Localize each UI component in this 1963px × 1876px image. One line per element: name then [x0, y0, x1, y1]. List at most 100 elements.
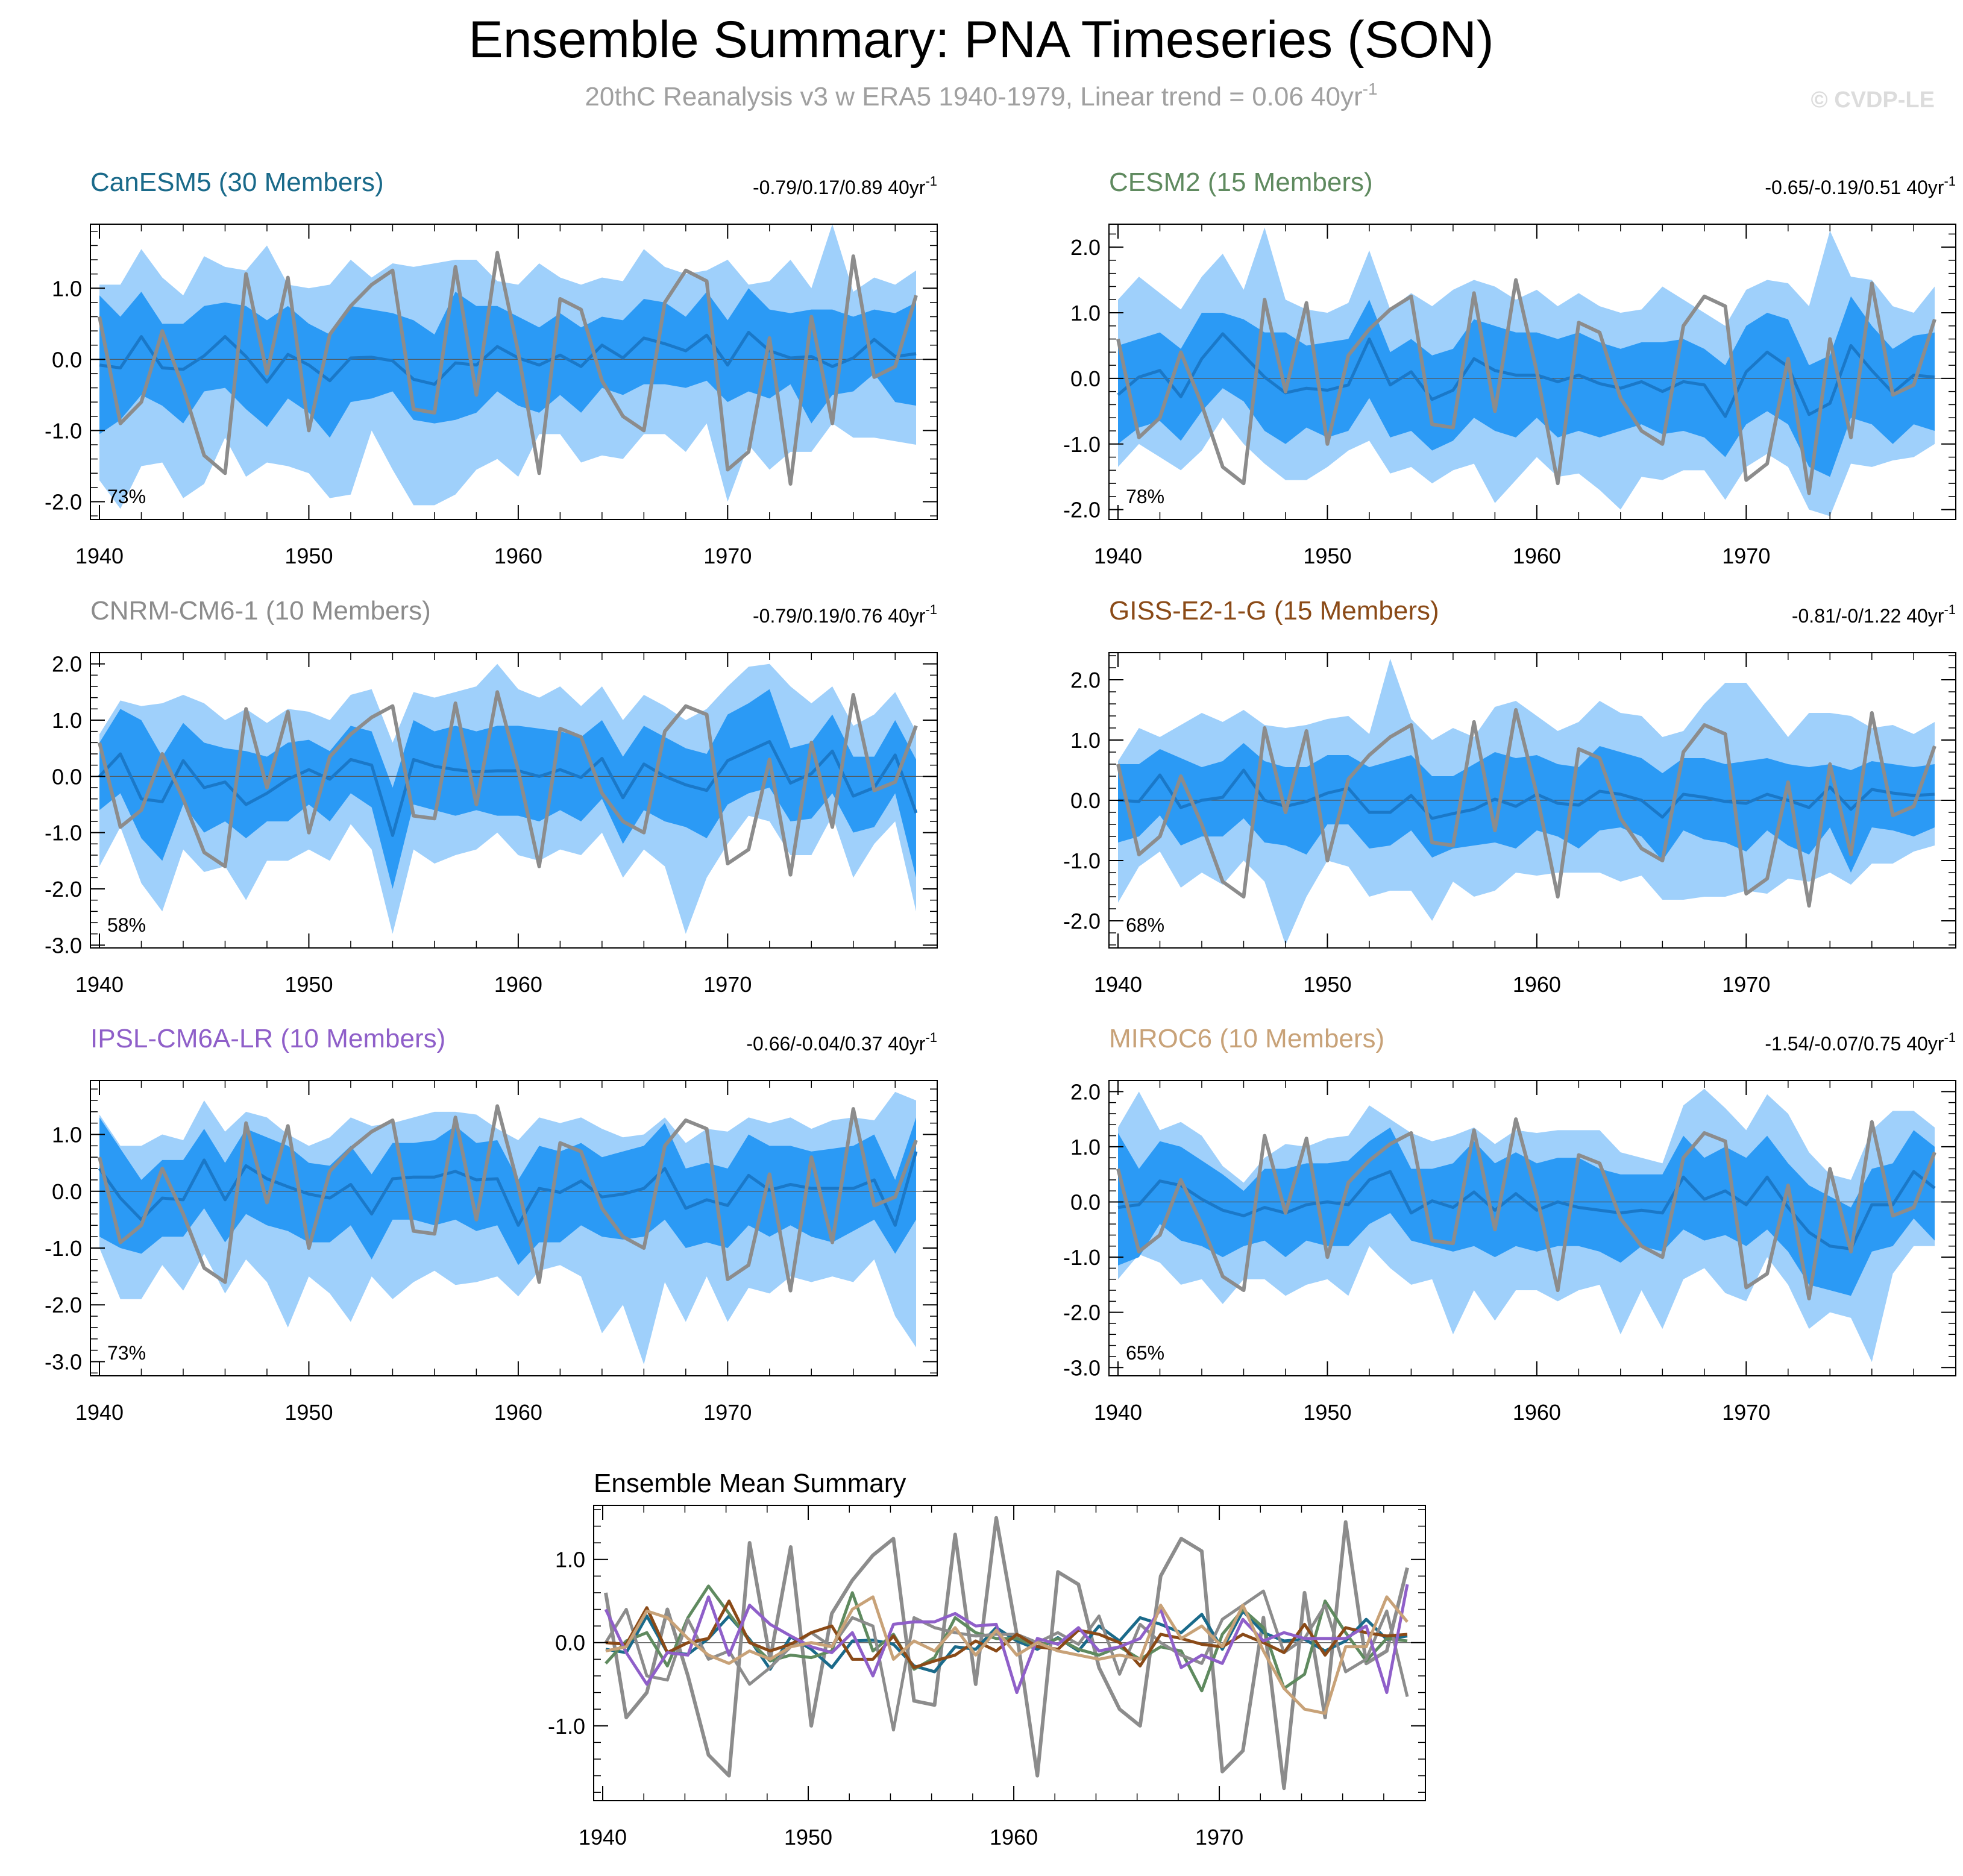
panel-5-ytick-label: -1.0 — [45, 1236, 82, 1261]
panel-2-percent-label: 78% — [1126, 486, 1164, 507]
panel-1-trend-exponent: -1 — [925, 174, 937, 189]
panel-5-ytick-label: -2.0 — [45, 1293, 82, 1317]
panel-2-ytick-label: 2.0 — [1070, 235, 1101, 260]
figure-subtitle: 20thC Reanalysis v3 w ERA5 1940-1979, Li… — [585, 80, 1377, 111]
summary-title: Ensemble Mean Summary — [594, 1469, 906, 1498]
panel-3-xtick-label: 1960 — [494, 972, 542, 997]
panel-2-xtick-label: 1970 — [1722, 544, 1770, 568]
panel-1-ytick-label: 0.0 — [52, 347, 82, 372]
panel-4-trend-label: -0.81/-0/1.22 40yr-1 — [1792, 602, 1956, 627]
figure-subtitle-text: 20thC Reanalysis v3 w ERA5 1940-1979, Li… — [585, 82, 1362, 111]
panel-6-trend-exponent: -1 — [1944, 1030, 1956, 1045]
panel-3: CNRM-CM6-1 (10 Members) -0.79/0.19/0.76 4… — [45, 596, 937, 997]
panel-2-ytick-label: 0.0 — [1070, 366, 1101, 391]
panel-3-ytick-label: 1.0 — [52, 708, 82, 733]
panel-3-trend-text: -0.79/0.19/0.76 40yr — [753, 605, 926, 627]
summary-xtick-label: 1970 — [1195, 1825, 1243, 1849]
panel-1-trend-label: -0.79/0.17/0.89 40yr-1 — [753, 174, 937, 198]
panel-4-xtick-label: 1960 — [1513, 972, 1561, 997]
panel-2-trend-label: -0.65/-0.19/0.51 40yr-1 — [1765, 174, 1956, 198]
panel-5-xtick-label: 1970 — [703, 1400, 752, 1425]
summary-ytick-label: 1.0 — [555, 1548, 585, 1572]
panel-6-ytick-label: 2.0 — [1070, 1079, 1101, 1104]
panel-4-trend-text: -0.81/-0/1.22 40yr — [1792, 605, 1944, 627]
panel-1-xtick-label: 1970 — [703, 544, 752, 568]
panel-1-ytick-label: -1.0 — [45, 418, 82, 443]
panel-1-xtick-label: 1940 — [75, 544, 124, 568]
panel-6: MIROC6 (10 Members) -1.54/-0.07/0.75 40yr… — [1063, 1024, 1956, 1425]
summary-ytick-label: -1.0 — [548, 1714, 585, 1739]
panel-4-ytick-label: -2.0 — [1063, 909, 1101, 933]
summary-line-panel-2 — [606, 1586, 1407, 1691]
summary-layer: Ensemble Mean Summary 1.0 0.0 -1.0 1940 1950 1… — [548, 1469, 1425, 1849]
panel-4-xtick-label: 1950 — [1303, 972, 1351, 997]
panel-3-model-title: CNRM-CM6-1 (10 Members) — [90, 596, 431, 626]
panels-layer: CanESM5 (30 Members) -0.79/0.17/0.89 40yr… — [45, 168, 1956, 1425]
panel-6-xtick-label: 1940 — [1094, 1400, 1142, 1425]
summary-plot-frame — [594, 1505, 1425, 1801]
panel-3-xtick-label: 1970 — [703, 972, 752, 997]
panel-2-ytick-label: -2.0 — [1063, 498, 1101, 522]
panel-6-ytick-label: -1.0 — [1063, 1245, 1101, 1270]
panel-6-xtick-label: 1950 — [1303, 1400, 1351, 1425]
panel-1-ytick-label: -2.0 — [45, 489, 82, 514]
panel-4-model-title: GISS-E2-1-G (15 Members) — [1109, 596, 1439, 626]
summary-xtick-label: 1940 — [579, 1825, 627, 1849]
panel-4-ytick-label: -1.0 — [1063, 849, 1101, 873]
panel-6-trend-label: -1.54/-0.07/0.75 40yr-1 — [1765, 1030, 1956, 1055]
summary-xtick-label: 1960 — [990, 1825, 1038, 1849]
panel-6-percent-label: 65% — [1126, 1342, 1164, 1364]
panel-5-series — [90, 1092, 937, 1364]
panel-3-percent-label: 58% — [107, 914, 146, 936]
summary-series — [594, 1518, 1425, 1789]
panel-5-ytick-label: 0.0 — [52, 1179, 82, 1204]
panel-1-model-title: CanESM5 (30 Members) — [90, 168, 384, 197]
panel-4-ytick-label: 0.0 — [1070, 788, 1101, 813]
panel-1-ytick-label: 1.0 — [52, 276, 82, 301]
panel-1: CanESM5 (30 Members) -0.79/0.17/0.89 40yr… — [45, 168, 937, 568]
panel-3-ytick-label: 2.0 — [52, 652, 82, 677]
figure: Ensemble Summary: PNA Timeseries (SON) 2… — [0, 0, 1963, 1876]
panel-2-trend-exponent: -1 — [1944, 174, 1956, 189]
panel-4-xtick-label: 1940 — [1094, 972, 1142, 997]
panel-3-ytick-label: 0.0 — [52, 764, 82, 789]
panel-4-trend-exponent: -1 — [1944, 602, 1956, 617]
panel-5-xtick-label: 1960 — [494, 1400, 542, 1425]
panel-6-trend-text: -1.54/-0.07/0.75 40yr — [1765, 1033, 1944, 1055]
panel-1-percent-label: 73% — [107, 486, 146, 507]
panel-5-ytick-label: -3.0 — [45, 1349, 82, 1374]
panel-3-trend-exponent: -1 — [925, 602, 937, 617]
panel-4-ytick-label: 2.0 — [1070, 668, 1101, 692]
panel-4-series — [1109, 659, 1956, 945]
figure-title: Ensemble Summary: PNA Timeseries (SON) — [468, 11, 1493, 69]
panel-5: IPSL-CM6A-LR (10 Members) -0.66/-0.04/0.3… — [45, 1024, 937, 1425]
panel-5-trend-exponent: -1 — [925, 1030, 937, 1045]
panel-3-ytick-label: -1.0 — [45, 821, 82, 845]
panel-1-xtick-label: 1950 — [284, 544, 333, 568]
panel-3-ytick-label: -2.0 — [45, 877, 82, 902]
panel-2: CESM2 (15 Members) -0.65/-0.19/0.51 40yr-… — [1063, 168, 1956, 568]
panel-4: GISS-E2-1-G (15 Members) -0.81/-0/1.22 40… — [1063, 596, 1956, 997]
panel-3-ytick-label: -3.0 — [45, 933, 82, 958]
summary-xtick-label: 1950 — [784, 1825, 832, 1849]
panel-6-ytick-label: 1.0 — [1070, 1135, 1101, 1159]
panel-4-percent-label: 68% — [1126, 914, 1164, 936]
panel-3-series — [90, 664, 937, 934]
panel-2-series — [1109, 227, 1956, 516]
panel-6-ytick-label: 0.0 — [1070, 1190, 1101, 1214]
panel-3-xtick-label: 1950 — [284, 972, 333, 997]
panel-6-xtick-label: 1970 — [1722, 1400, 1770, 1425]
panel-5-model-title: IPSL-CM6A-LR (10 Members) — [90, 1024, 445, 1053]
panel-3-xtick-label: 1940 — [75, 972, 124, 997]
panel-2-trend-text: -0.65/-0.19/0.51 40yr — [1765, 177, 1944, 198]
figure-subtitle-exponent: -1 — [1363, 80, 1378, 98]
panel-1-trend-text: -0.79/0.17/0.89 40yr — [753, 177, 926, 198]
panel-5-trend-text: -0.66/-0.04/0.37 40yr — [746, 1033, 925, 1055]
panel-6-ytick-label: -3.0 — [1063, 1355, 1101, 1380]
panel-2-xtick-label: 1950 — [1303, 544, 1351, 568]
panel-4-xtick-label: 1970 — [1722, 972, 1770, 997]
panel-2-ytick-label: 1.0 — [1070, 301, 1101, 325]
panel-6-ytick-label: -2.0 — [1063, 1300, 1101, 1325]
panel-5-xtick-label: 1940 — [75, 1400, 124, 1425]
panel-2-xtick-label: 1960 — [1513, 544, 1561, 568]
